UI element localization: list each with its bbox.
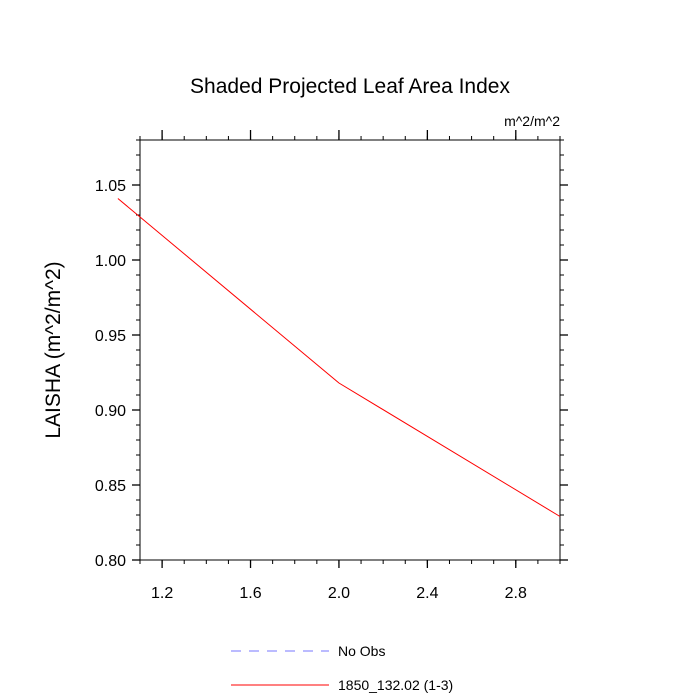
plot-series — [117, 198, 561, 517]
axis-tick-labels: 0.80 0.85 0.90 0.95 1.00 1.05 1.2 1.6 2.0 2.4 2.8 — [95, 178, 527, 602]
y-tick-label: 1.00 — [95, 253, 126, 270]
chart-title: Shaded Projected Leaf Area Index — [190, 75, 510, 98]
y-tick-label: 0.95 — [95, 328, 126, 345]
y-axis-label: LAISHA (m^2/m^2) — [42, 261, 65, 438]
legend-label-0: No Obs — [338, 643, 385, 659]
legend-label-1: 1850_132.02 (1-3) — [338, 677, 453, 693]
x-tick-label: 1.2 — [151, 585, 173, 602]
series-line-1 — [117, 198, 561, 517]
x-tick-label: 1.6 — [239, 585, 261, 602]
y-tick-label: 0.85 — [95, 478, 126, 495]
plot-frame — [139, 139, 561, 561]
y-tick-label: 1.05 — [95, 178, 126, 195]
x-tick-label: 2.0 — [328, 585, 350, 602]
x-tick-label: 2.4 — [416, 585, 438, 602]
legend: No Obs 1850_132.02 (1-3) — [231, 643, 453, 693]
x-tick-label: 2.8 — [505, 585, 527, 602]
y-tick-label: 0.80 — [95, 553, 126, 570]
units-label: m^2/m^2 — [504, 113, 560, 129]
y-tick-label: 0.90 — [95, 403, 126, 420]
axis-ticks — [132, 130, 568, 568]
